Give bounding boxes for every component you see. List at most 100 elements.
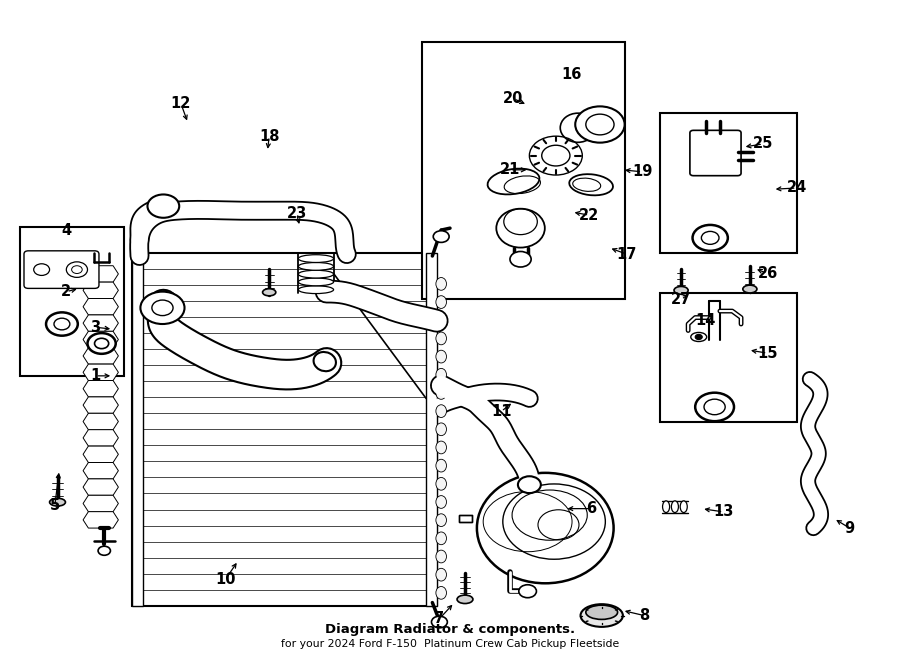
Text: 8: 8 <box>639 608 649 623</box>
Ellipse shape <box>313 352 336 371</box>
Ellipse shape <box>436 477 446 490</box>
Polygon shape <box>83 364 119 381</box>
Ellipse shape <box>496 209 544 248</box>
Ellipse shape <box>436 568 446 581</box>
Polygon shape <box>459 515 472 522</box>
Polygon shape <box>83 479 119 495</box>
Text: 7: 7 <box>435 611 445 626</box>
Ellipse shape <box>570 174 613 196</box>
Ellipse shape <box>436 441 446 454</box>
Ellipse shape <box>586 605 617 619</box>
Polygon shape <box>83 381 119 397</box>
Text: for your 2024 Ford F-150  Platinum Crew Cab Pickup Fleetside: for your 2024 Ford F-150 Platinum Crew C… <box>281 639 619 649</box>
Circle shape <box>704 399 725 414</box>
FancyBboxPatch shape <box>690 130 741 176</box>
Ellipse shape <box>263 289 275 296</box>
Ellipse shape <box>674 286 688 294</box>
Circle shape <box>54 318 70 330</box>
Ellipse shape <box>671 501 679 512</box>
Text: 18: 18 <box>259 129 279 143</box>
Ellipse shape <box>436 295 446 309</box>
Text: 10: 10 <box>215 572 235 588</box>
Ellipse shape <box>488 169 539 194</box>
Ellipse shape <box>436 586 446 600</box>
Polygon shape <box>83 299 119 315</box>
Circle shape <box>542 145 570 166</box>
Circle shape <box>67 262 87 278</box>
Ellipse shape <box>691 332 707 342</box>
Bar <box>660 114 796 253</box>
Ellipse shape <box>662 501 670 512</box>
Polygon shape <box>83 331 119 348</box>
Text: 14: 14 <box>696 313 716 329</box>
Bar <box>427 253 436 605</box>
Text: 4: 4 <box>61 223 71 237</box>
Circle shape <box>695 393 734 421</box>
Text: 5: 5 <box>50 498 60 513</box>
Text: 27: 27 <box>671 292 691 307</box>
Text: 23: 23 <box>286 206 307 221</box>
Ellipse shape <box>742 285 757 293</box>
Ellipse shape <box>436 405 446 418</box>
Circle shape <box>586 114 614 135</box>
Ellipse shape <box>680 501 688 512</box>
Polygon shape <box>83 413 119 430</box>
Bar <box>132 253 143 605</box>
Bar <box>422 42 625 299</box>
Ellipse shape <box>436 387 446 399</box>
Ellipse shape <box>436 423 446 436</box>
Text: 16: 16 <box>562 67 582 82</box>
Circle shape <box>87 333 116 354</box>
Polygon shape <box>83 315 119 331</box>
Circle shape <box>510 251 531 267</box>
Ellipse shape <box>298 262 334 270</box>
Circle shape <box>72 266 82 274</box>
Ellipse shape <box>560 113 596 142</box>
Ellipse shape <box>298 278 334 286</box>
Text: 24: 24 <box>787 180 806 196</box>
Bar <box>660 293 796 422</box>
Text: 22: 22 <box>580 208 599 223</box>
Text: 2: 2 <box>61 284 71 299</box>
Text: 11: 11 <box>491 404 511 419</box>
FancyBboxPatch shape <box>24 251 99 288</box>
Ellipse shape <box>298 286 334 293</box>
Text: 26: 26 <box>758 266 778 281</box>
Circle shape <box>518 476 541 493</box>
Circle shape <box>693 225 728 251</box>
Text: 20: 20 <box>503 91 524 106</box>
Ellipse shape <box>298 254 334 262</box>
Ellipse shape <box>436 459 446 472</box>
Ellipse shape <box>436 496 446 508</box>
Ellipse shape <box>436 350 446 363</box>
Text: 6: 6 <box>586 501 596 516</box>
Text: 13: 13 <box>713 504 734 520</box>
Circle shape <box>433 231 449 243</box>
Circle shape <box>152 300 173 315</box>
Ellipse shape <box>457 595 472 603</box>
Ellipse shape <box>436 278 446 290</box>
Text: Diagram Radiator & components.: Diagram Radiator & components. <box>325 623 575 637</box>
Polygon shape <box>83 463 119 479</box>
Ellipse shape <box>436 514 446 527</box>
Polygon shape <box>83 397 119 413</box>
Circle shape <box>46 313 77 336</box>
Ellipse shape <box>580 604 623 627</box>
Ellipse shape <box>436 314 446 327</box>
Circle shape <box>518 585 536 598</box>
Polygon shape <box>83 348 119 364</box>
Ellipse shape <box>436 532 446 545</box>
Polygon shape <box>83 266 119 282</box>
Polygon shape <box>83 282 119 299</box>
Circle shape <box>431 616 447 628</box>
Text: 15: 15 <box>757 346 778 361</box>
Bar <box>132 253 436 605</box>
Circle shape <box>575 106 625 143</box>
Ellipse shape <box>50 498 66 506</box>
Text: 21: 21 <box>500 163 520 177</box>
Circle shape <box>140 292 184 324</box>
Ellipse shape <box>436 368 446 381</box>
Ellipse shape <box>436 332 446 345</box>
Text: 19: 19 <box>632 165 652 179</box>
Text: 25: 25 <box>753 136 773 151</box>
